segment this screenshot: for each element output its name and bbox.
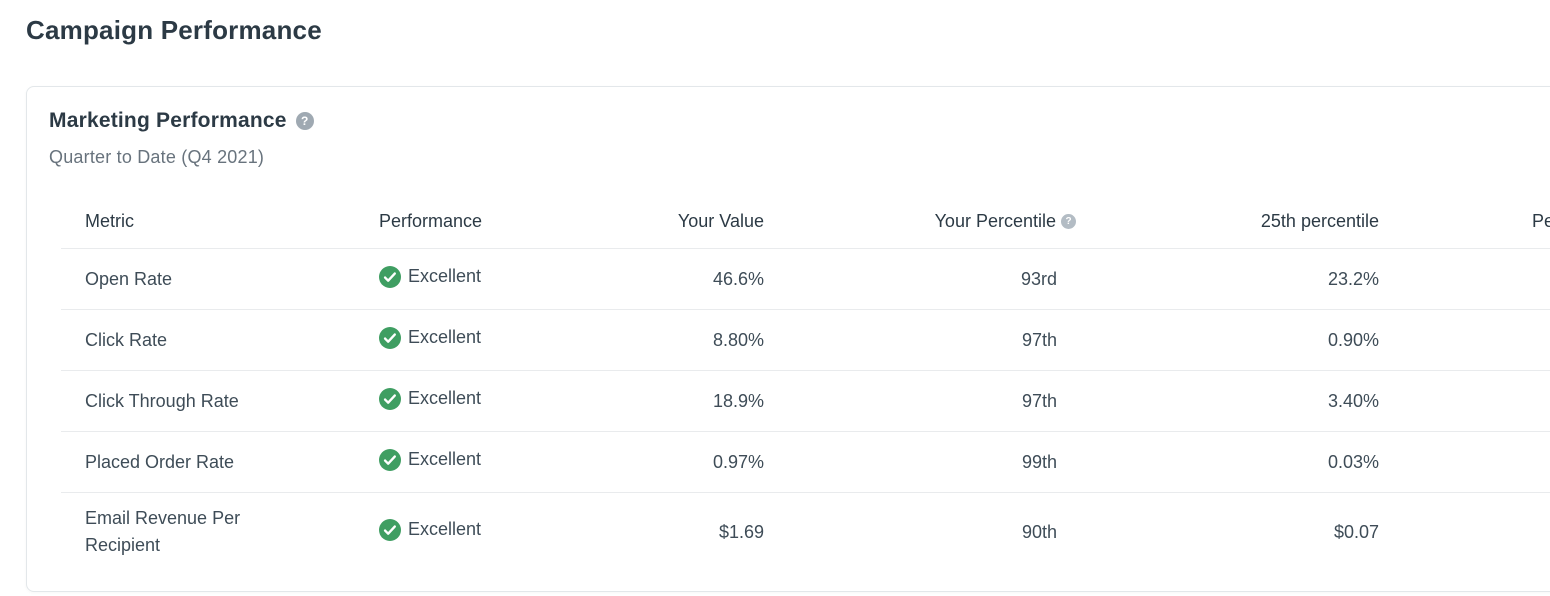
your-value: 8.80% — [712, 329, 764, 350]
percentile-25: 3.40% — [1327, 390, 1379, 411]
check-circle-icon — [379, 387, 401, 410]
your-value: 46.6% — [712, 268, 764, 289]
check-circle-icon — [379, 448, 401, 471]
metric-name: Open Rate — [85, 268, 173, 289]
percentile-25: 0.03% — [1327, 451, 1379, 472]
performance-badge: Excellent — [379, 326, 482, 349]
percentile-25: 23.2% — [1327, 268, 1379, 289]
check-circle-icon — [379, 326, 401, 349]
table-row: Placed Order Rate Excellent 0.97% 99th 0… — [61, 432, 1550, 493]
your-value: 0.97% — [712, 451, 764, 472]
performance-label: Excellent — [408, 388, 482, 408]
metric-name: Placed Order Rate — [85, 451, 235, 472]
performance-badge: Excellent — [379, 518, 482, 541]
your-percentile: 97th — [1021, 329, 1057, 350]
your-value: $1.69 — [718, 521, 764, 542]
table-row: Email Revenue Per Recipient Excellent $1… — [61, 493, 1550, 571]
performance-badge: Excellent — [379, 387, 482, 410]
your-percentile: 97th — [1021, 390, 1057, 411]
metric-name: Email Revenue Per Recipient — [85, 508, 241, 555]
column-header-performance: Performance — [379, 210, 483, 231]
page-title: Campaign Performance — [26, 15, 322, 45]
check-circle-icon — [379, 265, 401, 288]
percentile-25: $0.07 — [1333, 521, 1379, 542]
column-header-metric: Metric — [85, 210, 134, 231]
performance-table: Metric Performance Your Value Your Perce… — [61, 194, 1550, 571]
column-header-clipped: Pe — [1532, 210, 1550, 231]
column-header-your-percentile: Your Percentile ? — [764, 211, 1076, 232]
performance-badge: Excellent — [379, 448, 482, 471]
table-row: Click Rate Excellent 8.80% 97th 0.90% — [61, 310, 1550, 371]
card-subtitle: Quarter to Date (Q4 2021) — [49, 147, 265, 167]
metric-name: Click Rate — [85, 329, 168, 350]
marketing-performance-card: Marketing Performance ? Quarter to Date … — [26, 86, 1550, 592]
your-percentile: 93rd — [1020, 268, 1057, 289]
performance-label: Excellent — [408, 449, 482, 469]
performance-label: Excellent — [408, 266, 482, 286]
percentile-25: 0.90% — [1327, 329, 1379, 350]
column-header-your-percentile-label: Your Percentile — [934, 210, 1056, 231]
help-icon[interactable]: ? — [295, 112, 314, 130]
performance-label: Excellent — [408, 327, 482, 347]
performance-label: Excellent — [408, 519, 482, 539]
metric-name: Click Through Rate — [85, 390, 239, 411]
column-header-25th-percentile: 25th percentile — [1260, 210, 1379, 231]
column-header-your-value: Your Value — [677, 210, 764, 231]
table-row: Open Rate Excellent 46.6% 93rd 23.2% — [61, 249, 1550, 310]
card-title: Marketing Performance — [49, 109, 287, 132]
help-icon[interactable]: ? — [1061, 213, 1076, 229]
performance-badge: Excellent — [379, 265, 482, 288]
your-percentile: 99th — [1021, 451, 1057, 472]
your-value: 18.9% — [712, 390, 764, 411]
card-header: Marketing Performance ? — [49, 109, 314, 133]
your-percentile: 90th — [1021, 521, 1057, 542]
table-row: Click Through Rate Excellent 18.9% 97th … — [61, 371, 1550, 432]
table-header-row: Metric Performance Your Value Your Perce… — [61, 194, 1550, 249]
check-circle-icon — [379, 518, 401, 541]
